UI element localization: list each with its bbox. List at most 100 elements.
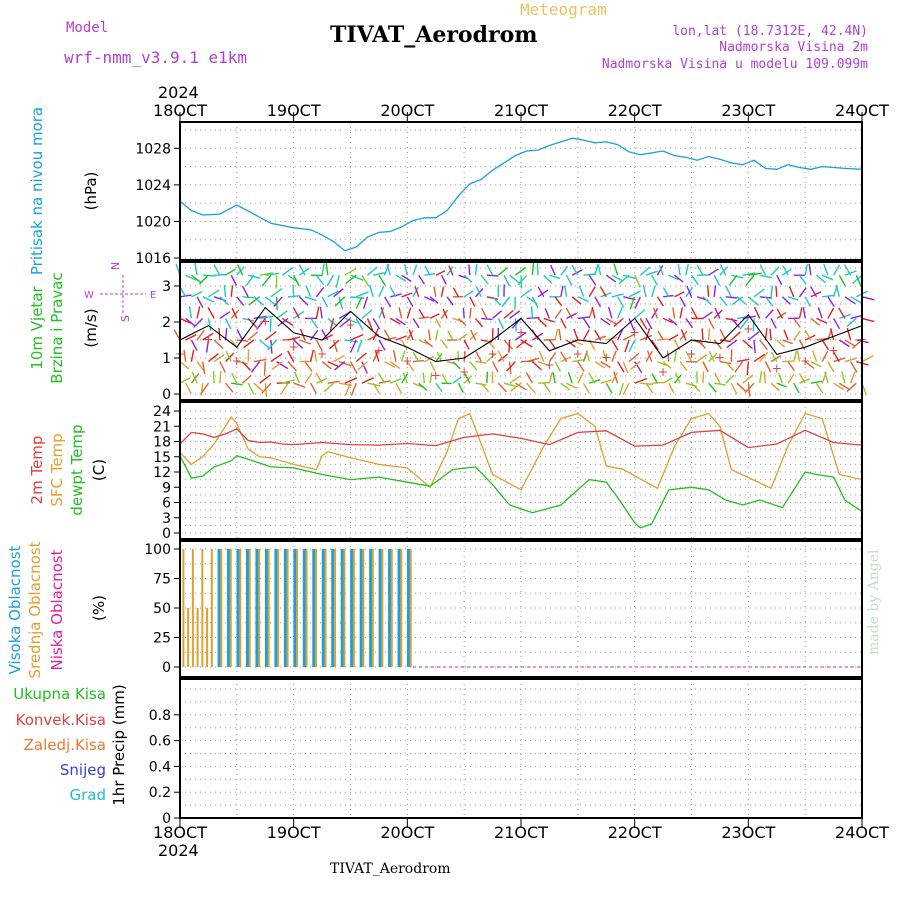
wind-vector (259, 374, 271, 384)
wind-vector (719, 339, 732, 343)
wind-vector (585, 350, 590, 362)
wind-vector (408, 329, 414, 341)
wind-vector (613, 263, 619, 276)
wind-vector (748, 272, 762, 276)
wind-vector (674, 291, 685, 298)
wind-vector (622, 333, 635, 341)
wind-vector (236, 339, 249, 342)
wind-unit: (m/s) (82, 308, 100, 347)
wind-vector (339, 317, 351, 328)
wind-vector (730, 382, 738, 395)
wind-vector (457, 351, 460, 362)
wind-vector (361, 376, 375, 384)
wind-vector (299, 328, 306, 341)
wind-vector (323, 382, 334, 393)
wind-vector (744, 382, 755, 394)
wind-vector (429, 296, 439, 304)
gust-marker: + (459, 365, 469, 379)
wind-vector (355, 291, 369, 298)
wind-vector (844, 339, 856, 347)
wind-vector (435, 329, 439, 341)
wind-vector (333, 354, 345, 363)
wind-vector (793, 350, 798, 362)
x-tick-label-bottom: 23OCT (721, 823, 775, 842)
wind-vector (225, 350, 232, 362)
wind-vector (338, 296, 344, 310)
wind-vector (567, 371, 573, 384)
wind-vector (634, 361, 643, 374)
wind-vector (446, 266, 454, 276)
wind-vector (448, 265, 454, 276)
y-tick-label: 1016 (135, 251, 171, 267)
gust-marker: + (743, 322, 753, 336)
wind-vector (708, 268, 719, 276)
wind-vector (213, 339, 224, 350)
wind-vector (424, 355, 435, 363)
wind-vector (764, 309, 774, 319)
wind-vector (536, 263, 539, 276)
wind-vector (194, 262, 198, 276)
cloud-unit: (%) (90, 595, 108, 621)
wind-vector (392, 350, 397, 362)
temp2m-line (179, 428, 863, 449)
x-tick-label-top: 18OCT (153, 101, 207, 120)
watermark: made by Angel (866, 549, 882, 656)
wind-vector (219, 371, 222, 384)
wind-vector (600, 379, 612, 384)
wind-vector (441, 373, 448, 384)
wind-vector (835, 284, 840, 297)
wind-vector (356, 339, 363, 353)
y-tick-label: 50 (153, 601, 171, 617)
wind-vector (236, 296, 245, 307)
wind-vector (707, 285, 710, 297)
wind-vector (185, 317, 196, 327)
wind-vector (236, 329, 244, 341)
wind-vector (469, 307, 472, 319)
wind-vector (708, 382, 717, 393)
wind-vector (401, 373, 409, 384)
wind-vector (350, 333, 364, 341)
wind-vector (770, 285, 773, 297)
wind-vector (782, 339, 793, 345)
wind-vector (310, 349, 314, 362)
wind-vector (804, 361, 815, 369)
wind-vector (764, 361, 772, 373)
x-tick-label-bottom: 24OCT (835, 823, 889, 842)
wind-vector (730, 349, 733, 362)
wind-vector (224, 382, 234, 393)
y-tick-label: 0 (162, 660, 171, 676)
model-elevation-label: Nadmorska Visina u modelu 109.099m (601, 57, 868, 72)
wind-vector (560, 382, 571, 391)
y-tick-label: 1020 (135, 214, 171, 230)
wind-vector (378, 285, 385, 298)
wind-vector (726, 339, 738, 349)
wind-vector (652, 307, 659, 319)
wind-vector (230, 274, 238, 286)
wind-vector (386, 263, 391, 276)
wind-vector (378, 307, 385, 319)
wind-vector (605, 382, 613, 394)
wind-vector (588, 274, 597, 286)
temp2m-title: 2m Temp (28, 436, 46, 505)
wind-vector (817, 307, 823, 319)
wind-vector (486, 353, 496, 363)
x-tick-label-top: 21OCT (494, 101, 548, 120)
wind-vector (793, 382, 800, 394)
wind-vector (634, 377, 648, 384)
wind-vector (560, 285, 564, 297)
wind-vector (231, 372, 238, 384)
wind-vector (578, 285, 585, 298)
wind-vector (753, 288, 765, 298)
y-tick-label: 25 (153, 631, 171, 647)
wind-vector (526, 316, 540, 320)
wind-vector (702, 296, 712, 306)
wind-vector (362, 296, 369, 310)
wind-vector (728, 274, 738, 286)
wind-vector (298, 296, 309, 306)
wind-vector (753, 339, 756, 353)
wind-vector (810, 317, 821, 327)
wind-vector (316, 377, 328, 384)
wind-vector (611, 274, 623, 282)
wind-vector (628, 318, 635, 331)
wind-vector (701, 328, 704, 341)
